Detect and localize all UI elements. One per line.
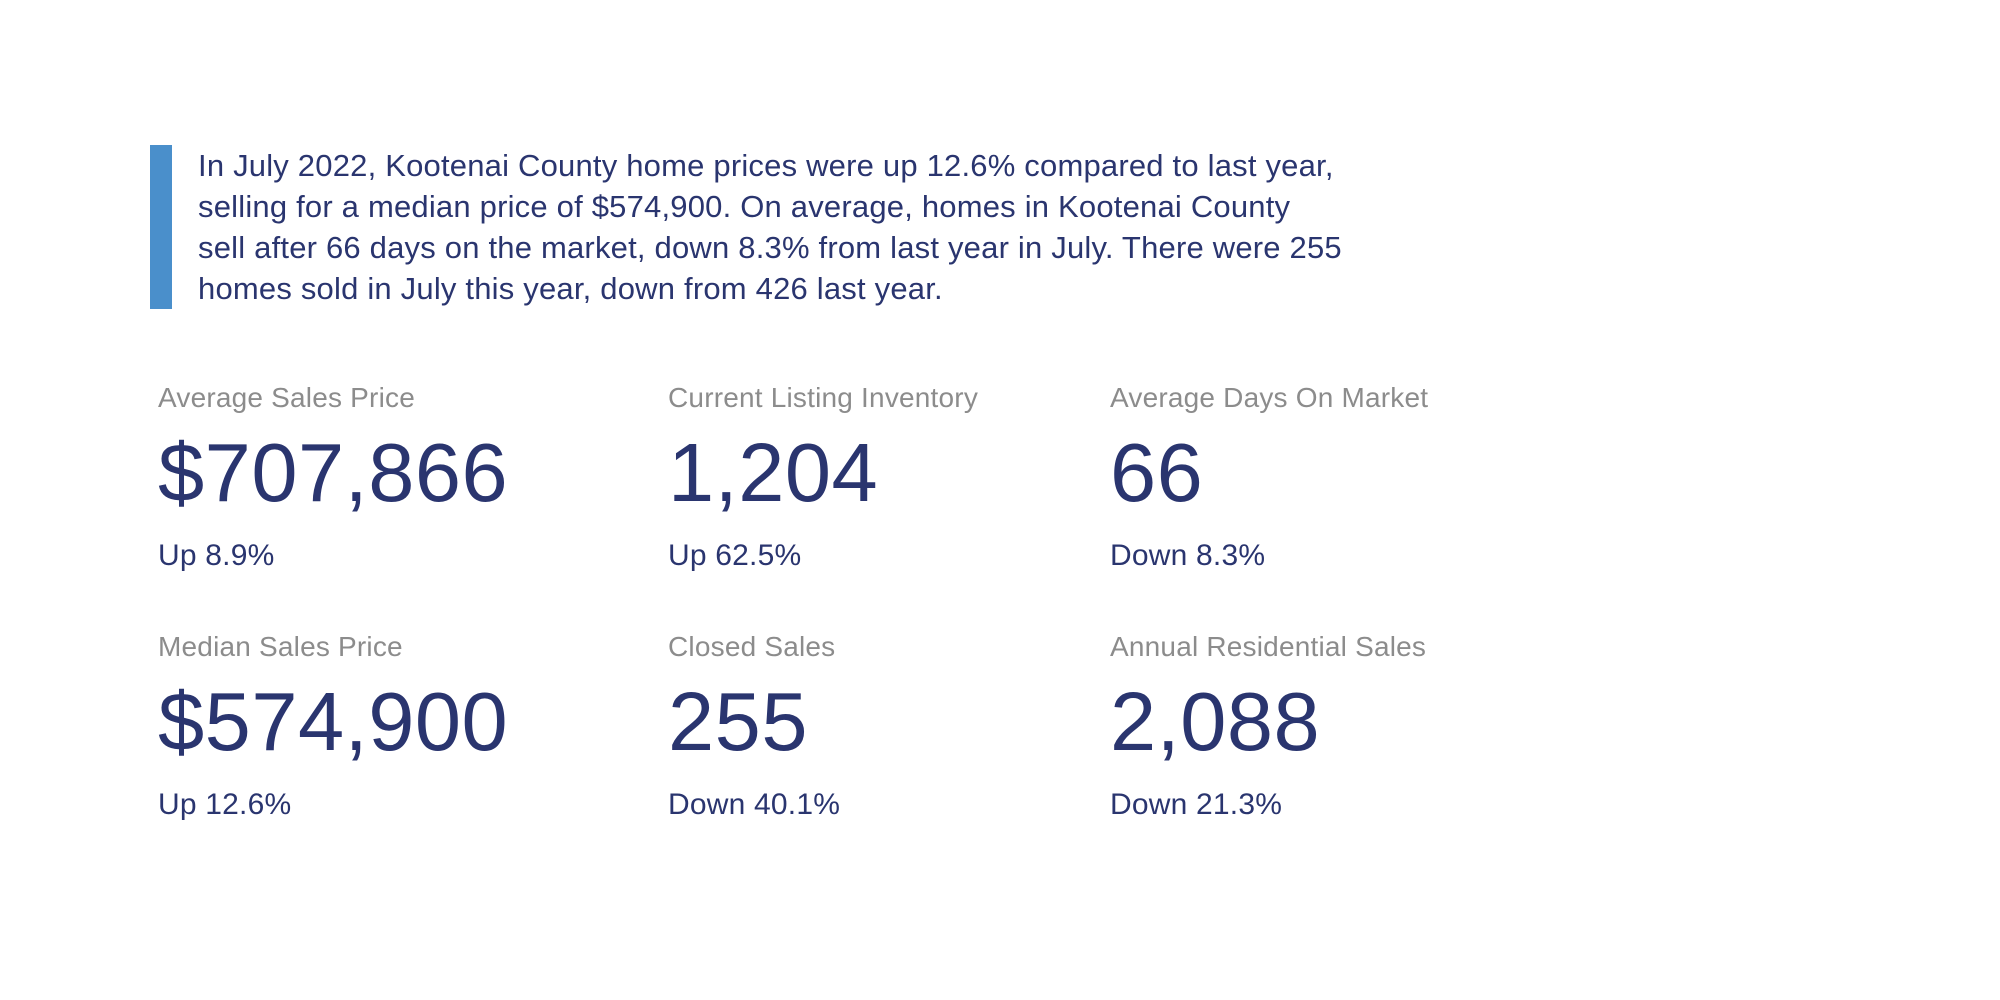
stat-label: Average Days On Market [1110,382,1429,413]
summary-line: sell after 66 days on the market, down 8… [198,230,1342,265]
stat-label: Closed Sales [668,631,836,662]
stat-card-average-sales-price: Average Sales Price $707,866 Up 8.9% [158,381,668,574]
stat-value: 1,204 [668,426,879,519]
stat-label: Median Sales Price [158,631,403,662]
stat-change: Up 8.9% [158,539,275,572]
stat-value: 255 [668,675,808,768]
stat-card-current-listing-inventory: Current Listing Inventory 1,204 Up 62.5% [668,381,1110,574]
stat-value: 2,088 [1110,675,1321,768]
stat-label: Average Sales Price [158,382,415,413]
stat-change: Down 8.3% [1110,539,1266,572]
stat-label: Current Listing Inventory [668,382,979,413]
stat-change: Up 12.6% [158,788,292,821]
market-summary-quote: In July 2022, Kootenai County home price… [150,145,2000,309]
stat-change: Down 40.1% [668,788,841,821]
stat-card-annual-residential-sales: Annual Residential Sales 2,088 Down 21.3… [1110,630,2000,823]
stat-value: 66 [1110,426,1204,519]
stat-value: $574,900 [158,675,509,768]
stat-value: $707,866 [158,426,509,519]
summary-line: In July 2022, Kootenai County home price… [198,148,1334,183]
stat-card-median-sales-price: Median Sales Price $574,900 Up 12.6% [158,630,668,823]
summary-line: selling for a median price of $574,900. … [198,189,1291,224]
stat-change: Down 21.3% [1110,788,1283,821]
summary-line: homes sold in July this year, down from … [198,271,943,306]
stat-card-closed-sales: Closed Sales 255 Down 40.1% [668,630,1110,823]
stat-card-average-days-on-market: Average Days On Market 66 Down 8.3% [1110,381,2000,574]
stat-label: Annual Residential Sales [1110,631,1427,662]
stats-grid: Average Sales Price $707,866 Up 8.9% Cur… [158,381,2000,823]
stat-change: Up 62.5% [668,539,802,572]
